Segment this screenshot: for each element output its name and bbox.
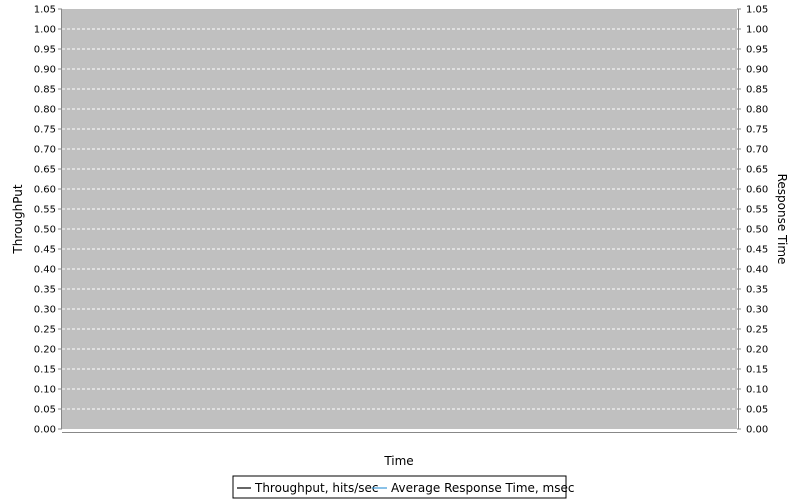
- legend-label-throughput: Throughput, hits/sec: [254, 481, 379, 495]
- left-tick-label: 0.90: [34, 65, 56, 76]
- right-tick-label: 0.45: [746, 245, 768, 256]
- left-tick-label: 0.60: [34, 185, 56, 196]
- left-tick-label: 1.00: [34, 25, 56, 36]
- grid-lines: [62, 9, 737, 429]
- legend-label-response-time: Average Response Time, msec: [391, 481, 574, 495]
- right-tick-label: 1.05: [746, 5, 768, 16]
- left-tick-label: 0.25: [34, 325, 56, 336]
- left-tick-label: 0.95: [34, 45, 56, 56]
- right-tick-label: 0.30: [746, 305, 768, 316]
- right-tick-label: 1.00: [746, 25, 768, 36]
- right-tick-label: 0.65: [746, 165, 768, 176]
- right-tick-label: 0.75: [746, 125, 768, 136]
- plot-area: [62, 9, 737, 429]
- left-tick-label: 0.05: [34, 405, 56, 416]
- right-tick-label: 0.00: [746, 425, 768, 436]
- right-tick-label: 0.50: [746, 225, 768, 236]
- left-tick-label: 0.75: [34, 125, 56, 136]
- right-tick-label: 0.80: [746, 105, 768, 116]
- x-axis-title: Time: [383, 454, 413, 468]
- left-tick-label: 0.85: [34, 85, 56, 96]
- left-tick-label: 0.15: [34, 365, 56, 376]
- right-tick-label: 0.70: [746, 145, 768, 156]
- legend: Throughput, hits/sec Average Response Ti…: [233, 476, 574, 498]
- left-tick-label: 0.80: [34, 105, 56, 116]
- left-tick-label: 0.20: [34, 345, 56, 356]
- right-tick-label: 0.15: [746, 365, 768, 376]
- left-tick-label: 0.55: [34, 205, 56, 216]
- left-tick-label: 0.30: [34, 305, 56, 316]
- right-tick-label: 0.20: [746, 345, 768, 356]
- right-tick-label: 0.95: [746, 45, 768, 56]
- left-tick-label: 0.65: [34, 165, 56, 176]
- right-tick-label: 0.10: [746, 385, 768, 396]
- right-y-axis-title: Response Time: [775, 174, 789, 265]
- left-tick-label: 0.45: [34, 245, 56, 256]
- left-tick-label: 0.50: [34, 225, 56, 236]
- right-tick-label: 0.25: [746, 325, 768, 336]
- left-tick-label: 0.70: [34, 145, 56, 156]
- left-tick-label: 0.10: [34, 385, 56, 396]
- right-tick-label: 0.85: [746, 85, 768, 96]
- right-tick-label: 0.35: [746, 285, 768, 296]
- left-tick-label: 0.35: [34, 285, 56, 296]
- right-tick-label: 0.05: [746, 405, 768, 416]
- left-tick-label: 0.40: [34, 265, 56, 276]
- right-tick-label: 0.60: [746, 185, 768, 196]
- right-tick-label: 0.90: [746, 65, 768, 76]
- right-tick-label: 0.55: [746, 205, 768, 216]
- left-y-axis-title: ThroughPut: [11, 184, 25, 254]
- left-tick-label: 1.05: [34, 5, 56, 16]
- left-tick-label: 0.00: [34, 425, 56, 436]
- right-tick-label: 0.40: [746, 265, 768, 276]
